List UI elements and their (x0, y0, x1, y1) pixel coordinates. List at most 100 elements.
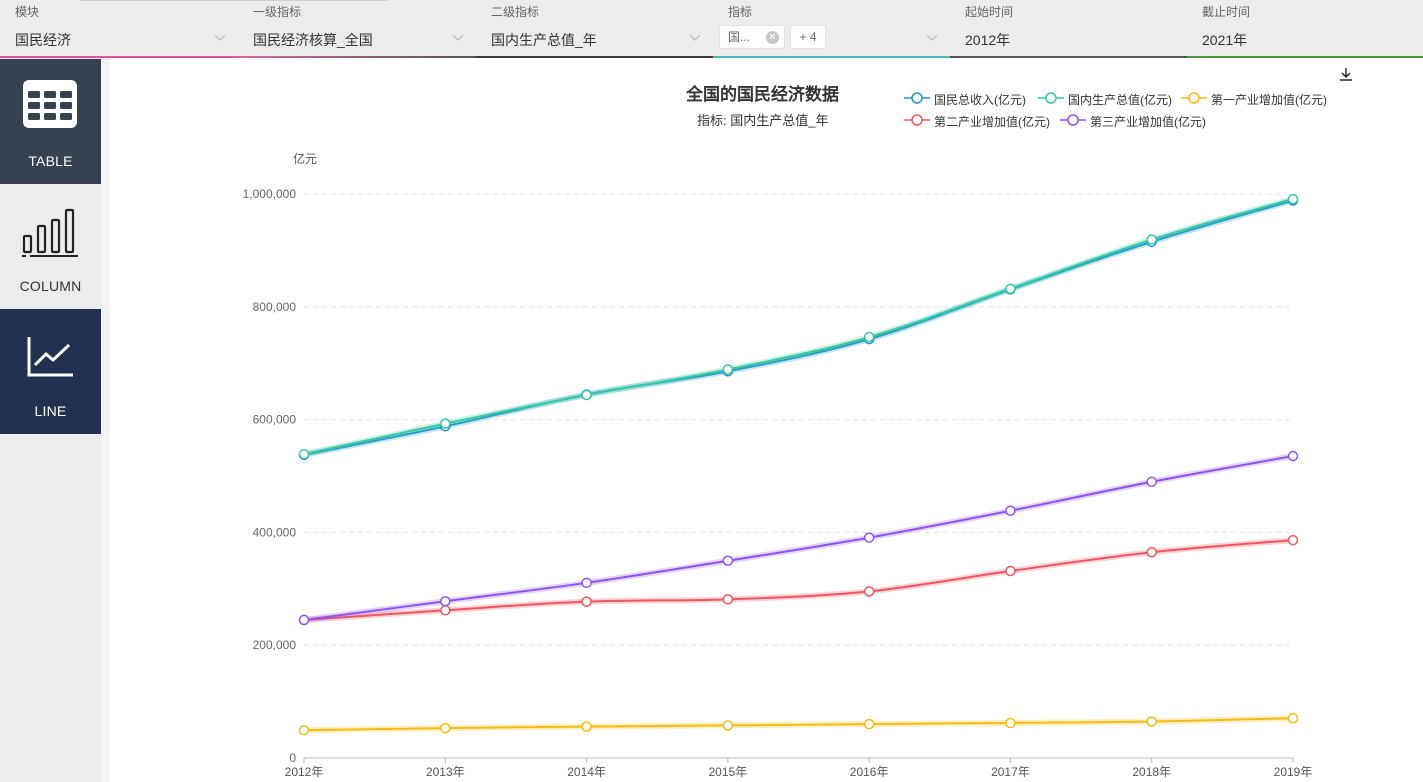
filter-start-time-label: 起始时间 (965, 5, 1014, 19)
legend-marker (1181, 92, 1207, 104)
data-point (722, 720, 734, 731)
series-line (303, 198, 1294, 456)
data-point (722, 594, 734, 605)
chevron-down-icon[interactable] (688, 30, 702, 44)
legend-marker (1060, 114, 1086, 126)
filter-level1-underline (238, 56, 476, 58)
series-line (303, 455, 1294, 621)
data-point (440, 596, 451, 607)
filter-top-accent (80, 0, 388, 1)
x-tick-label: 2017年 (991, 765, 1030, 779)
legend-label: 国内生产总值(亿元) (1068, 93, 1172, 107)
x-tick-label: 2019年 (1274, 765, 1313, 779)
legend-label: 第三产业增加值(亿元) (1090, 115, 1206, 129)
legend-marker (1038, 92, 1064, 104)
filter-bar: 模块 国民经济 一级指标 国民经济核算_全国 二级指标 国内生产总值_年 指标 … (0, 0, 1423, 58)
filter-level1[interactable]: 一级指标 国民经济核算_全国 (238, 0, 476, 58)
data-point (298, 725, 310, 736)
data-point (440, 418, 451, 429)
filter-indicator-label: 指标 (728, 5, 753, 19)
indicator-more-count: + 4 (799, 30, 817, 44)
line-chart: 0 200,000 400,000 600,000 800,000 1,000,000 20… (243, 187, 1313, 779)
filter-end-time-value: 2021年 (1202, 32, 1248, 48)
legend-label: 第一产业增加值(亿元) (1211, 93, 1327, 107)
data-point (1146, 476, 1157, 488)
chart-subtitle: 指标: 国内生产总值_年 (697, 113, 829, 128)
data-point (1146, 716, 1157, 727)
y-tick-label: 400,000 (253, 525, 297, 539)
data-point (863, 532, 875, 543)
line-chart-icon (27, 337, 73, 377)
filter-level2-underline (476, 56, 713, 58)
data-point (1287, 450, 1299, 462)
x-tick-label: 2012年 (285, 765, 324, 779)
data-point (1005, 717, 1016, 729)
sidebar-item-column[interactable]: COLUMN (0, 184, 101, 309)
filter-start-time-value: 2012年 (965, 32, 1011, 48)
sidebar-item-label: LINE (34, 403, 67, 419)
data-point (440, 722, 451, 734)
filter-level2-value: 国内生产总值_年 (491, 32, 597, 48)
chevron-down-icon[interactable] (213, 30, 227, 44)
sidebar-item-line[interactable]: LINE (0, 309, 101, 434)
data-point (1005, 505, 1016, 516)
filter-module-underline (0, 56, 238, 58)
y-axis-unit: 亿元 (293, 152, 318, 166)
data-point (863, 718, 875, 730)
data-point (440, 605, 451, 616)
data-point (298, 448, 310, 460)
filter-end-time-label: 截止时间 (1202, 5, 1251, 19)
filter-level1-value: 国民经济核算_全国 (253, 32, 373, 48)
bar-chart-icon (22, 208, 78, 257)
data-point (1005, 565, 1016, 577)
data-point (722, 555, 734, 567)
data-point (581, 721, 592, 732)
indicator-more-chip[interactable]: + 4 (790, 25, 826, 49)
data-point (1005, 283, 1016, 295)
chevron-down-icon[interactable] (451, 30, 465, 44)
filter-indicator-underline (713, 56, 950, 58)
data-point (1146, 234, 1157, 245)
filter-module[interactable]: 模块 国民经济 (0, 0, 238, 58)
data-point (1146, 547, 1157, 558)
data-point (581, 577, 592, 589)
data-point (581, 389, 592, 401)
sidebar-divider (101, 58, 110, 782)
x-tick-label: 2013年 (426, 765, 465, 779)
filter-start-time-underline (950, 56, 1187, 58)
filter-level2-label: 二级指标 (491, 5, 540, 19)
sidebar-item-table[interactable]: TABLE (0, 59, 101, 184)
filter-module-label: 模块 (15, 5, 40, 19)
y-tick-label: 600,000 (253, 413, 297, 427)
legend-label: 第二产业增加值(亿元) (934, 115, 1050, 129)
sidebar-item-label: TABLE (28, 153, 73, 169)
data-point (581, 596, 592, 607)
y-tick-label: 200,000 (253, 638, 297, 652)
legend-label: 国民总收入(亿元) (934, 93, 1026, 107)
y-tick-label: 1,000,000 (243, 187, 297, 201)
indicator-chip-text: 国... (728, 30, 751, 44)
series-line (303, 717, 1294, 732)
filter-start-time[interactable]: 起始时间 2012年 (950, 0, 1187, 58)
filter-level2[interactable]: 二级指标 国内生产总值_年 (476, 0, 713, 58)
series-line-glow (303, 196, 1294, 458)
download-icon[interactable] (1338, 66, 1354, 82)
data-point (863, 586, 875, 597)
close-circle-icon[interactable]: ✕ (766, 31, 779, 44)
sidebar: TABLE COLUMN LINE (0, 58, 101, 782)
filter-indicator[interactable]: 指标 国... ✕ + 4 (713, 0, 950, 58)
data-point (1287, 712, 1299, 724)
legend-marker (904, 92, 930, 104)
x-tick-label: 2015年 (709, 765, 748, 779)
chevron-down-icon[interactable] (925, 30, 939, 44)
series-line (303, 539, 1294, 622)
filter-end-time[interactable]: 截止时间 2021年 (1187, 0, 1423, 58)
x-tick-label: 2018年 (1132, 765, 1171, 779)
data-point (1287, 534, 1299, 546)
y-tick-label: 0 (289, 751, 296, 765)
data-point (863, 331, 875, 343)
chart-title: 全国的国民经济数据 (686, 85, 839, 104)
indicator-chip[interactable]: 国... ✕ (719, 25, 785, 49)
y-tick-label: 800,000 (253, 300, 297, 314)
legend-marker (904, 114, 930, 126)
